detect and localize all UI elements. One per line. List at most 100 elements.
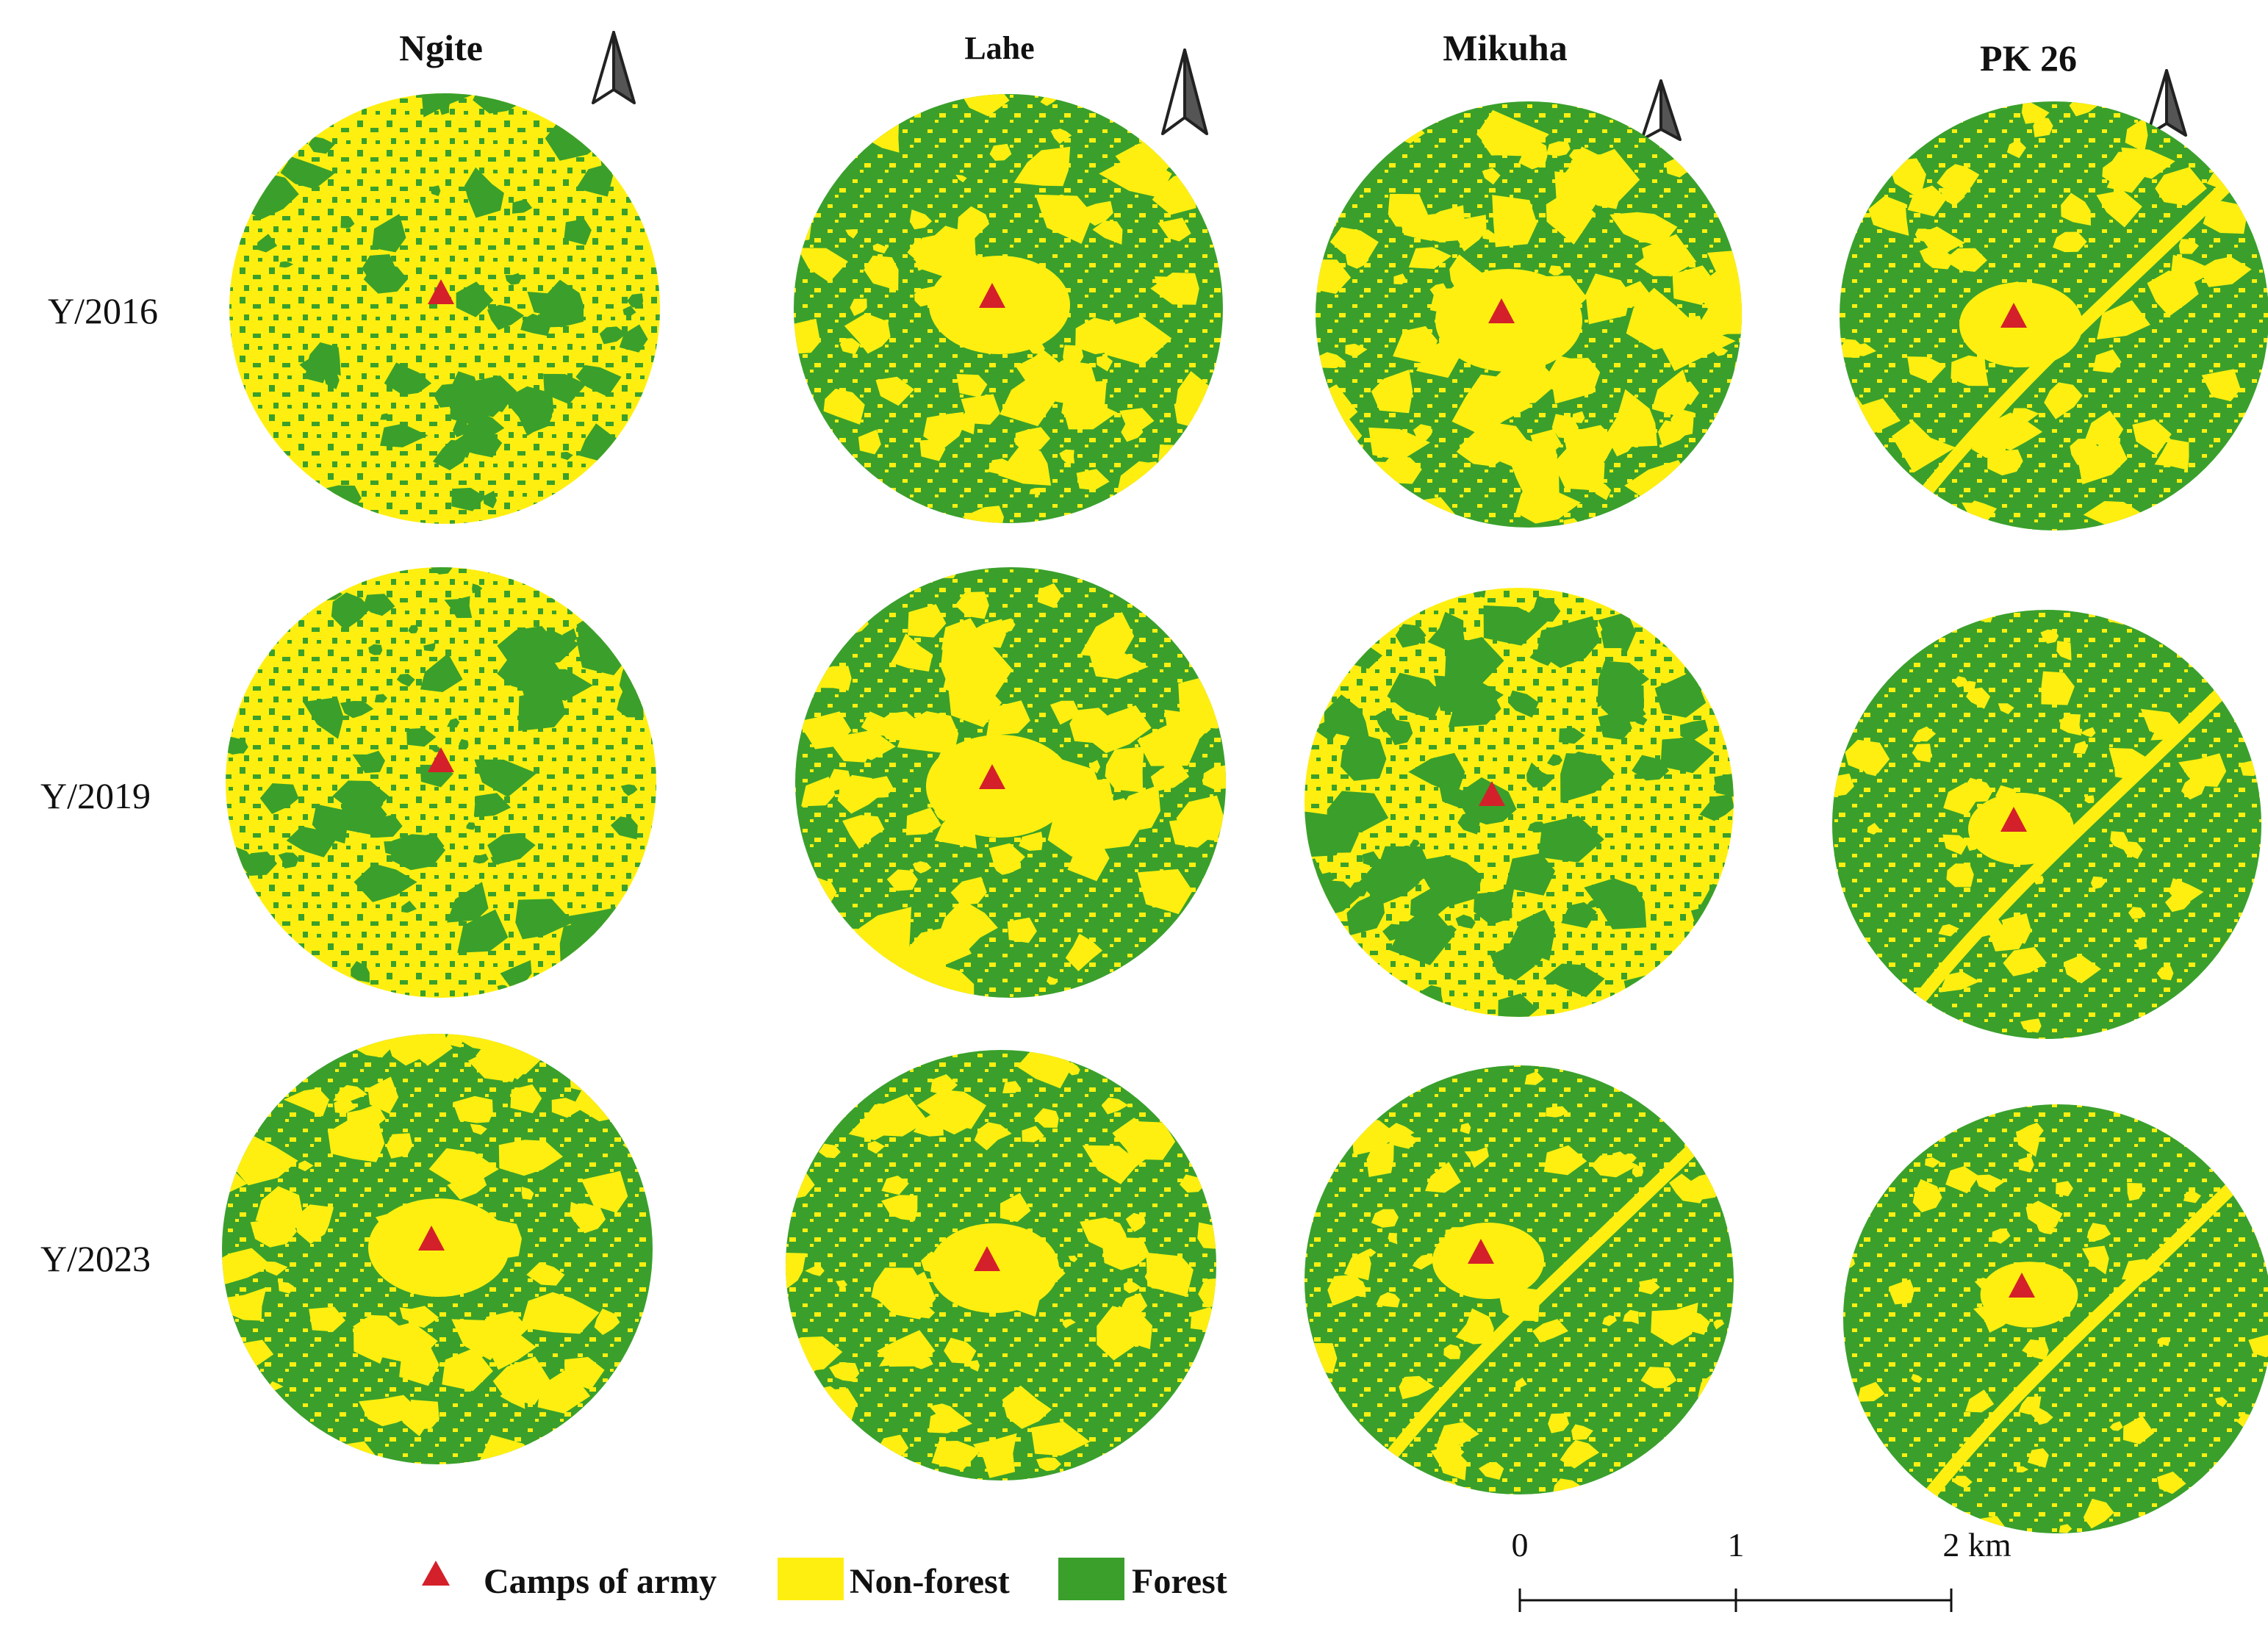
land-cover-patch (2090, 876, 2106, 890)
land-cover-patch (613, 1407, 644, 1435)
land-cover-patch (1907, 356, 1946, 383)
land-cover-patch (1345, 251, 1369, 269)
land-cover-patch (1974, 610, 1994, 623)
land-cover-patch (816, 464, 854, 490)
land-cover-patch (1548, 1413, 1569, 1433)
land-cover-patch (1602, 1315, 1617, 1326)
land-cover-patch (2080, 727, 2096, 738)
map-mikuha-2016 (1316, 101, 1742, 528)
land-cover-patch (1632, 755, 1669, 781)
land-cover-patch (1371, 370, 1413, 414)
land-cover-patch (1912, 726, 1937, 742)
land-cover-patch (1050, 129, 1072, 144)
land-cover-patch (601, 1384, 639, 1408)
north-arrow-icon (592, 31, 636, 104)
land-cover-patch (650, 105, 660, 117)
land-cover-patch (378, 1322, 438, 1365)
land-cover-patch (1381, 719, 1413, 746)
land-cover-patch (1387, 672, 1444, 719)
land-cover-patch (564, 218, 592, 245)
land-cover-patch (631, 916, 656, 934)
land-cover-patch (308, 136, 335, 154)
land-cover-patch (929, 1403, 957, 1425)
land-cover-patch (340, 217, 355, 229)
land-cover-patch (1482, 123, 1526, 156)
land-cover-patch (447, 1170, 487, 1200)
land-cover-patch (384, 362, 432, 395)
land-cover-patch (2167, 1017, 2182, 1030)
year-labels: Y/2016 Y/2019 Y/2023 (40, 290, 158, 1279)
land-cover-patch (1527, 821, 1546, 832)
land-cover-patch (1184, 159, 1223, 201)
land-cover-patch (2127, 1182, 2143, 1201)
land-cover-patch (872, 243, 888, 253)
land-cover-patch (313, 1453, 337, 1464)
land-cover-patch (268, 1034, 304, 1060)
land-cover-patch (1101, 1097, 1129, 1115)
land-cover-patch (2156, 966, 2174, 981)
land-cover-patch (786, 1060, 844, 1099)
land-cover-patch (1415, 205, 1465, 242)
land-cover-patch (918, 1307, 936, 1319)
land-cover-patch (908, 604, 947, 638)
land-cover-patch (1455, 914, 1476, 929)
land-cover-patch (1940, 190, 1966, 206)
land-cover-patch (1569, 469, 1587, 478)
land-cover-patch (2197, 103, 2233, 138)
army-camp-icon (1488, 298, 1515, 323)
land-cover-patch (512, 199, 533, 214)
land-cover-patch (332, 780, 390, 814)
land-cover-patch (352, 750, 385, 774)
land-cover-patch (1185, 123, 1223, 159)
land-cover-patch (1033, 1108, 1059, 1128)
land-cover-patch (1585, 273, 1631, 325)
land-cover-patch (2256, 1192, 2268, 1207)
land-cover-patch (1030, 1421, 1091, 1456)
land-cover-patch (2044, 382, 2083, 420)
land-cover-patch (1457, 811, 1480, 835)
land-cover-patch (1037, 583, 1063, 608)
land-cover-patch (1176, 1098, 1216, 1144)
land-cover-patch (794, 431, 833, 459)
land-cover-patch (1197, 567, 1208, 572)
land-cover-patch (1547, 754, 1562, 766)
land-cover-patch (1198, 724, 1211, 734)
land-cover-patch (464, 167, 504, 218)
land-cover-patch (1414, 855, 1483, 908)
land-cover-patch (431, 567, 453, 575)
non-forest-corridor (1902, 1153, 2267, 1527)
north-arrow-icon (1640, 79, 1682, 141)
land-cover-patch (870, 99, 894, 115)
land-cover-patch (331, 592, 370, 630)
land-cover-patch (794, 318, 821, 355)
land-cover-patch (1586, 900, 1601, 908)
land-cover-patch (1601, 621, 1629, 649)
land-cover-patch (561, 628, 578, 644)
land-cover-patch (842, 815, 885, 849)
land-cover-patch (891, 633, 933, 672)
land-cover-patch (2056, 1181, 2073, 1197)
land-cover-patch (2109, 1421, 2123, 1431)
land-cover-patch (2232, 496, 2261, 521)
land-cover-patch (2147, 270, 2199, 317)
land-cover-patch (487, 304, 525, 331)
land-cover-patch (2097, 300, 2150, 339)
land-cover-patch (575, 499, 609, 524)
land-cover-patch (521, 1187, 534, 1200)
land-cover-patch (1393, 273, 1407, 285)
land-cover-maps (222, 93, 2268, 1533)
land-cover-patch (941, 635, 999, 691)
land-cover-patch (250, 1216, 297, 1248)
north-arrow-icon (2146, 69, 2187, 137)
land-cover-patch (1307, 1123, 1349, 1153)
land-cover-patch (872, 1094, 928, 1137)
land-cover-patch (1002, 1081, 1020, 1093)
land-cover-patch (1550, 358, 1601, 404)
land-cover-patch (1639, 1279, 1660, 1295)
land-cover-patch (384, 841, 409, 857)
army-camp-icon (1468, 1239, 1494, 1264)
land-cover-patch (1047, 976, 1058, 985)
land-cover-patch (386, 1133, 413, 1159)
land-cover-patch (351, 961, 370, 983)
land-cover-patch (1321, 118, 1385, 160)
